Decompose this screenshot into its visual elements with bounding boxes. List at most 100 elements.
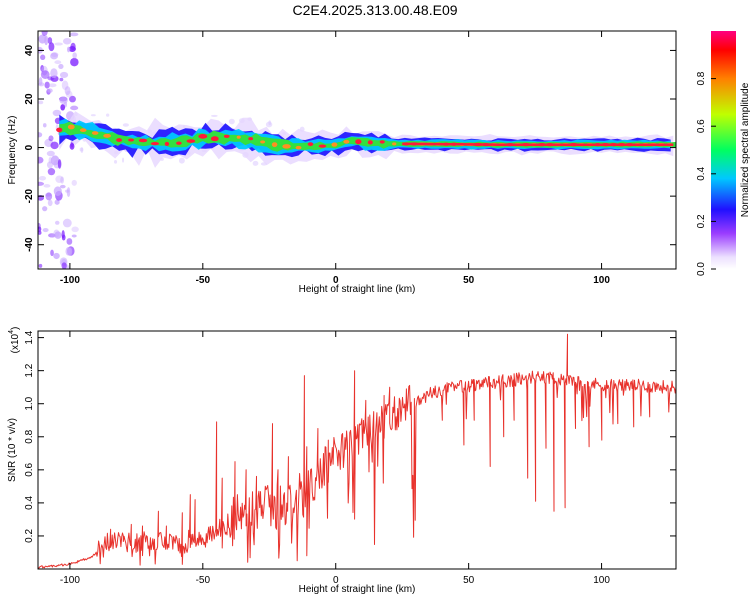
spectrogram-y-ticks: -40 -20 0 20 40 xyxy=(24,44,676,252)
spectrogram-data xyxy=(38,31,676,269)
noise-speckle xyxy=(178,157,185,164)
noise-speckle xyxy=(64,86,71,96)
noise-speckle xyxy=(80,147,84,153)
noise-speckle xyxy=(47,168,56,176)
noise-speckle xyxy=(38,181,45,186)
snr-frame xyxy=(37,330,677,570)
band-core xyxy=(128,138,135,142)
noise-speckle xyxy=(43,184,51,188)
spectrogram-y-tick-label: 0 xyxy=(24,144,35,150)
noise-speckle xyxy=(42,123,47,128)
band-core xyxy=(355,139,362,145)
noise-speckle xyxy=(38,230,42,235)
noise-speckle xyxy=(52,109,62,117)
snr-scale-prefix: (x10 xyxy=(10,333,21,353)
noise-speckle xyxy=(55,175,64,183)
spectrogram-x-ticks: -100 -50 0 50 100 xyxy=(60,31,610,286)
band-core xyxy=(67,124,75,130)
snr-x-tick-label: -50 xyxy=(196,575,211,586)
band-core xyxy=(164,141,170,146)
noise-speckle xyxy=(70,105,79,111)
noise-speckle xyxy=(42,206,48,212)
noise-speckle xyxy=(69,142,75,150)
band-core xyxy=(295,145,302,150)
colorbar-tick-label: 0.2 xyxy=(696,214,707,228)
chart-title: C2E4.2025.313.00.48.E09 xyxy=(292,2,457,18)
band-core-line xyxy=(402,142,674,146)
noise-speckle xyxy=(50,52,59,60)
noise-speckle xyxy=(59,77,64,82)
noise-speckle xyxy=(54,60,62,65)
spectrogram-x-tick-label: 100 xyxy=(593,275,610,286)
snr-x-tick-label: 0 xyxy=(333,575,339,586)
band-core xyxy=(223,134,230,138)
band-core xyxy=(331,142,338,147)
band-core xyxy=(367,140,373,145)
noise-speckle xyxy=(252,160,259,166)
noise-speckle xyxy=(54,199,60,205)
noise-speckle xyxy=(38,263,43,268)
band-core xyxy=(282,144,291,149)
noise-speckle xyxy=(59,71,69,78)
noise-speckle xyxy=(60,176,65,184)
snr-x-tick-label: -100 xyxy=(60,575,80,586)
snr-scale-suffix: ) xyxy=(10,327,21,330)
noise-speckle xyxy=(40,70,50,79)
spectrogram-x-tick-label: -50 xyxy=(196,275,211,286)
noise-speckle xyxy=(50,68,58,79)
noise-speckle xyxy=(46,150,55,157)
svg-text:(x104): (x104) xyxy=(8,327,21,354)
spectrogram-x-axis-label: Height of straight line (km) xyxy=(299,284,416,295)
snr-y-tick-label: 0.2 xyxy=(24,529,35,543)
noise-speckle xyxy=(61,230,65,239)
noise-speckle xyxy=(48,42,55,52)
band-core xyxy=(343,139,350,144)
noise-speckle xyxy=(50,234,56,238)
noise-speckle xyxy=(60,104,66,111)
noise-speckle xyxy=(65,189,70,193)
noise-speckle xyxy=(47,199,53,207)
noise-speckle xyxy=(47,37,53,44)
noise-speckle xyxy=(71,179,77,186)
noise-speckle xyxy=(38,77,43,86)
snr-y-axis-label: SNR (10 * v/v) xyxy=(7,418,18,482)
band-core xyxy=(210,136,219,142)
noise-speckle xyxy=(122,157,125,163)
noise-speckle xyxy=(50,52,59,57)
spectrogram-x-tick-label: 50 xyxy=(463,275,475,286)
colorbar-tick-label: 0.6 xyxy=(696,119,707,133)
noise-speckle xyxy=(41,65,48,76)
noise-speckle xyxy=(210,114,218,117)
noise-speckle xyxy=(70,57,79,67)
noise-speckle xyxy=(38,176,47,181)
noise-speckle xyxy=(66,238,73,245)
noise-speckle xyxy=(41,31,48,37)
noise-speckle xyxy=(53,186,62,197)
snr-y-ticks: 0.2 0.4 0.6 0.8 1.0 1.2 1.4 xyxy=(24,330,676,543)
noise-speckle xyxy=(38,100,44,105)
snr-y-tick-label: 0.8 xyxy=(24,429,35,443)
band-core xyxy=(186,139,196,143)
noise-speckle xyxy=(61,262,67,269)
noise-speckle xyxy=(45,192,53,201)
noise-speckle xyxy=(70,42,76,51)
band-core xyxy=(79,128,87,133)
band-core xyxy=(260,140,266,144)
snr-y-tick-label: 1.4 xyxy=(24,330,35,344)
noise-speckle xyxy=(69,32,79,37)
noise-speckle xyxy=(44,192,52,197)
noise-speckle xyxy=(54,220,60,225)
snr-plot: -100 -50 0 50 100 0.2 0.4 0.6 0.8 1.0 1.2 1.4 Heig… xyxy=(7,327,677,595)
spectrogram-y-axis-label: Frequency (Hz) xyxy=(7,116,18,185)
band-core xyxy=(379,140,385,144)
band-core xyxy=(176,141,182,145)
noise-speckle xyxy=(50,141,59,150)
noise-speckle xyxy=(38,222,41,229)
noise-speckle xyxy=(59,184,66,189)
snr-y-tick-label: 1.2 xyxy=(24,363,35,377)
noise-speckle xyxy=(122,123,129,127)
colorbar-ticks: 0.0 0.2 0.4 0.6 0.8 xyxy=(696,71,716,276)
noise-speckle xyxy=(58,63,64,70)
noise-speckle xyxy=(48,83,57,88)
